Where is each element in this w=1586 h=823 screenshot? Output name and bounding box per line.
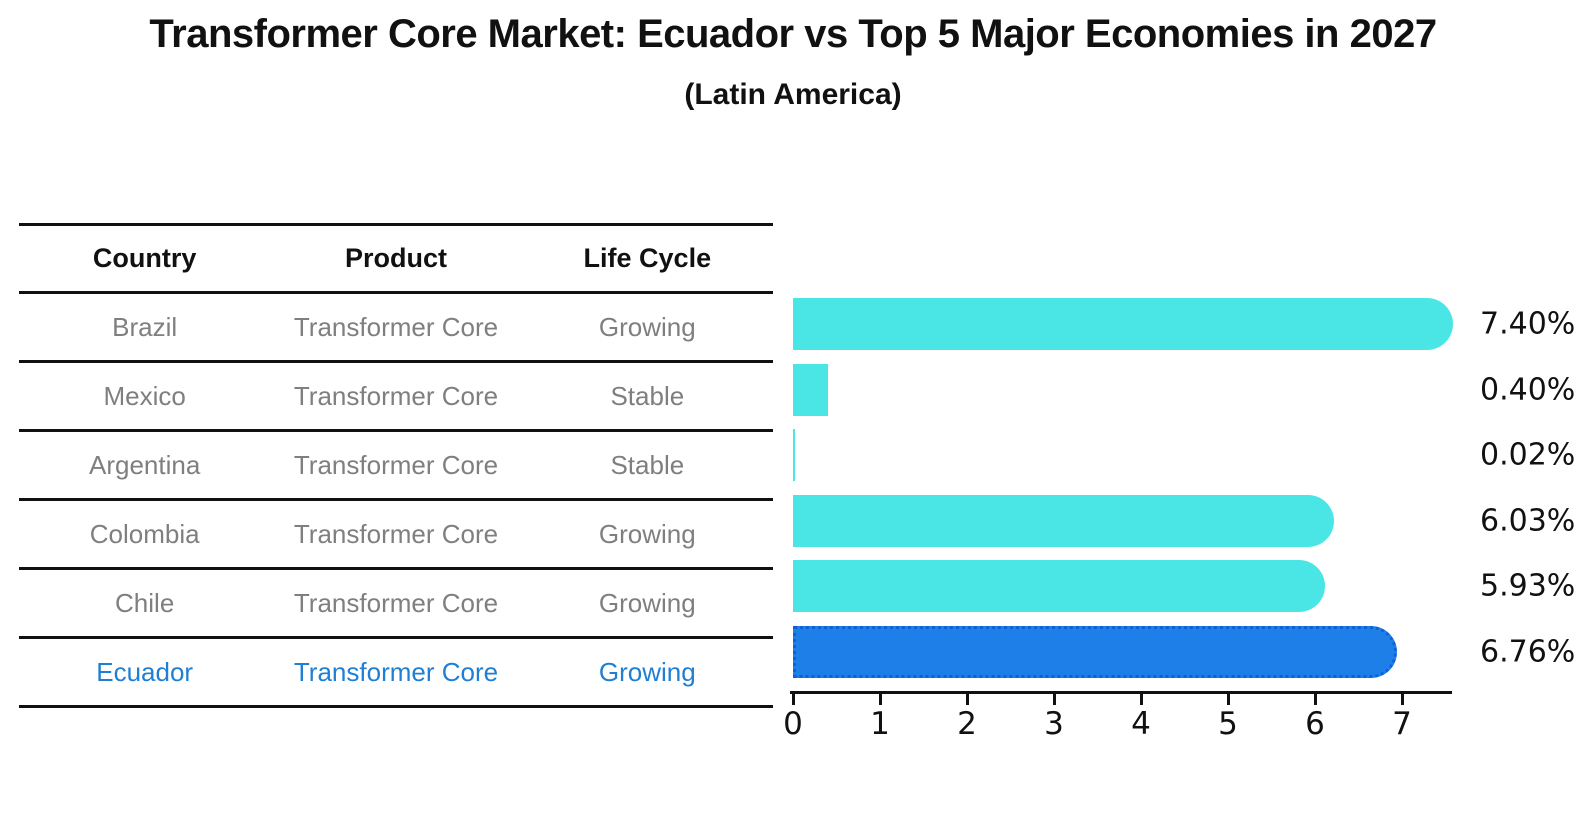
x-axis-tick [879, 694, 882, 705]
value-label-argentina: 0.02% [1480, 437, 1576, 473]
x-axis-tick-label: 1 [870, 706, 890, 742]
chart-subtitle: (Latin America) [684, 78, 902, 111]
country-table: Country Product Life Cycle Brazil Transfo… [19, 223, 773, 708]
table-cell-country: Colombia [89, 518, 200, 549]
x-axis-tick-label: 5 [1218, 706, 1238, 742]
x-axis-tick-label: 6 [1305, 706, 1325, 742]
bar-argentina [793, 429, 795, 482]
table-cell-product: Transformer Core [293, 656, 499, 687]
x-axis-tick [1140, 694, 1143, 705]
bar-mexico [793, 363, 828, 416]
table-cell-lifecycle: Growing [598, 656, 696, 687]
value-label-brazil: 7.40% [1480, 306, 1576, 342]
table-row-argentina: Argentina Transformer Core Stable [19, 429, 773, 498]
bar-brazil [793, 298, 1453, 350]
x-axis-tick [966, 694, 969, 705]
value-label-ecuador: 6.76% [1480, 634, 1576, 670]
x-axis-tick [792, 694, 795, 705]
table-cell-country: Brazil [112, 311, 178, 342]
table-body: Brazil Transformer Core Growing Mexico Trans… [19, 291, 773, 708]
x-axis-tick [1314, 694, 1317, 705]
x-axis-tick [1401, 694, 1404, 705]
table-cell-product: Transformer Core [293, 587, 499, 618]
x-axis-tick [1227, 694, 1230, 705]
bar-colombia [793, 494, 1334, 547]
bar-ecuador [793, 626, 1398, 678]
column-header-country: Country [92, 243, 197, 273]
table-cell-country: Argentina [89, 449, 201, 480]
table-cell-lifecycle: Growing [598, 311, 696, 342]
value-label-colombia: 6.03% [1480, 503, 1576, 539]
chart-title: Transformer Core Market: Ecuador vs Top … [149, 12, 1437, 56]
table-row-brazil: Brazil Transformer Core Growing [19, 291, 773, 360]
table-row-ecuador: Ecuador Transformer Core Growing [19, 636, 773, 708]
table-cell-product: Transformer Core [293, 449, 499, 480]
table-header-row: Country Product Life Cycle [19, 223, 773, 291]
table-cell-lifecycle: Growing [598, 587, 696, 618]
x-axis-line [790, 691, 1452, 694]
table-cell-country: Mexico [103, 380, 186, 411]
table-cell-lifecycle: Stable [610, 380, 685, 411]
table-cell-lifecycle: Growing [598, 518, 696, 549]
table-cell-country: Ecuador [96, 656, 194, 687]
x-axis-tick-label: 4 [1131, 706, 1151, 742]
x-axis-tick-label: 0 [783, 706, 803, 742]
table-cell-product: Transformer Core [293, 518, 499, 549]
x-axis-tick [1053, 694, 1056, 705]
x-axis-tick-label: 2 [957, 706, 977, 742]
table-row-colombia: Colombia Transformer Core Growing [19, 498, 773, 567]
table-cell-product: Transformer Core [293, 380, 499, 411]
column-header-product: Product [344, 243, 447, 273]
table-row-chile: Chile Transformer Core Growing [19, 567, 773, 636]
table-cell-country: Chile [115, 587, 175, 618]
bar-chile [793, 560, 1325, 613]
value-label-mexico: 0.40% [1480, 372, 1576, 408]
x-axis-tick-label: 3 [1044, 706, 1064, 742]
table-row-mexico: Mexico Transformer Core Stable [19, 360, 773, 429]
value-label-chile: 5.93% [1480, 568, 1576, 604]
x-axis-tick-label: 7 [1392, 706, 1412, 742]
table-cell-lifecycle: Stable [610, 449, 685, 480]
column-header-lifecycle: Life Cycle [583, 243, 712, 273]
table-cell-product: Transformer Core [293, 311, 499, 342]
